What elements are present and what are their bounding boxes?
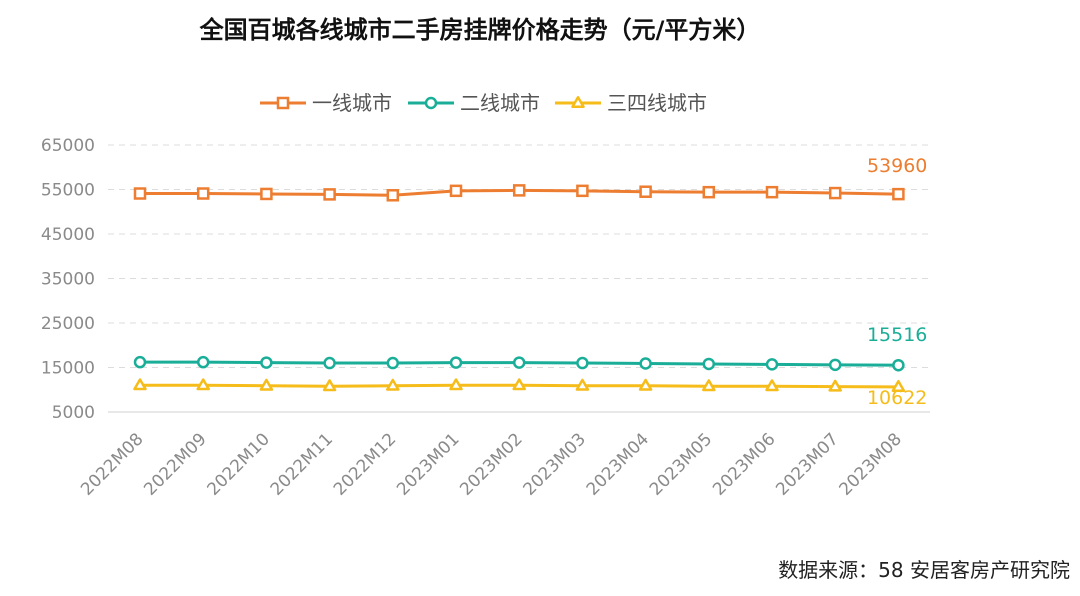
data-point xyxy=(512,378,526,391)
x-tick-label: 2023M02 xyxy=(456,429,526,499)
y-tick-label: 5000 xyxy=(52,403,95,423)
legend-label: 二线城市 xyxy=(460,91,540,115)
x-tick-label: 2022M10 xyxy=(204,429,274,499)
data-point xyxy=(892,187,905,201)
data-point xyxy=(765,358,779,371)
x-tick-label: 2022M09 xyxy=(140,429,210,499)
end-value-label: 53960 xyxy=(867,155,927,177)
data-point xyxy=(133,187,147,200)
data-point xyxy=(638,378,653,391)
data-point xyxy=(196,355,210,369)
data-point xyxy=(512,184,526,197)
y-tick-label: 25000 xyxy=(41,314,95,334)
data-point xyxy=(259,378,274,391)
data-point xyxy=(639,357,652,370)
x-tick-label: 2023M08 xyxy=(836,429,906,499)
data-point xyxy=(765,185,779,199)
x-tick-label: 2023M01 xyxy=(393,429,463,499)
source-note: 数据来源：58 安居客房产研究院 xyxy=(778,558,1070,582)
legend-label: 三四线城市 xyxy=(607,91,707,115)
legend-item: 二线城市 xyxy=(408,91,540,115)
series-layer: 53960 15516 10622 xyxy=(133,155,927,409)
data-point xyxy=(386,378,400,391)
series-3: 10622 xyxy=(133,378,927,409)
data-point xyxy=(386,356,400,370)
data-point xyxy=(322,379,337,392)
data-point xyxy=(323,356,336,370)
x-tick-label: 2023M04 xyxy=(583,429,653,499)
x-axis: 2022M082022M092022M102022M112022M122023M… xyxy=(77,429,906,499)
data-point xyxy=(449,184,463,198)
legend: 一线城市 二线城市 三四线城市 xyxy=(260,91,707,115)
data-point xyxy=(702,379,716,392)
data-point xyxy=(386,189,400,202)
data-point xyxy=(449,356,463,369)
data-point xyxy=(576,356,589,370)
data-point xyxy=(639,185,652,198)
y-tick-label: 15000 xyxy=(41,359,95,379)
data-point xyxy=(576,184,589,198)
data-point xyxy=(260,187,273,201)
data-point xyxy=(575,378,590,391)
data-point xyxy=(571,96,585,108)
data-point xyxy=(424,96,438,110)
chart-title: 全国百城各线城市二手房挂牌价格走势（元/平方米） xyxy=(199,16,761,44)
data-point xyxy=(765,379,779,392)
data-point xyxy=(828,186,842,200)
data-point xyxy=(892,358,905,372)
data-point xyxy=(133,355,147,369)
data-point xyxy=(276,96,290,110)
data-point xyxy=(449,378,463,391)
legend-item: 三四线城市 xyxy=(555,91,707,115)
data-point xyxy=(828,358,842,372)
x-tick-label: 2023M07 xyxy=(772,429,842,499)
x-tick-label: 2022M08 xyxy=(77,429,147,499)
y-tick-label: 45000 xyxy=(41,225,95,245)
end-value-label: 15516 xyxy=(867,324,927,346)
y-tick-label: 35000 xyxy=(41,270,95,290)
data-point xyxy=(133,378,147,391)
data-point xyxy=(891,379,906,392)
x-tick-label: 2022M11 xyxy=(267,429,337,499)
x-tick-label: 2022M12 xyxy=(330,429,400,499)
x-tick-label: 2023M05 xyxy=(646,429,716,499)
data-point xyxy=(702,185,716,199)
data-point xyxy=(196,378,210,391)
data-point xyxy=(196,187,210,200)
data-point xyxy=(828,379,842,392)
x-tick-label: 2023M06 xyxy=(709,429,779,499)
data-point xyxy=(260,356,273,369)
y-tick-label: 55000 xyxy=(41,181,95,201)
y-tick-label: 65000 xyxy=(41,136,95,156)
series-1: 53960 xyxy=(133,155,927,202)
data-point xyxy=(702,357,716,371)
legend-label: 一线城市 xyxy=(312,91,392,115)
end-value-label: 10622 xyxy=(867,387,927,409)
series-2: 15516 xyxy=(133,324,927,372)
data-point xyxy=(512,356,526,369)
data-point xyxy=(323,188,336,201)
y-axis: 5000 15000 25000 35000 45000 55000 65000 xyxy=(41,136,95,423)
legend-item: 一线城市 xyxy=(260,91,392,115)
x-tick-label: 2023M03 xyxy=(520,429,590,499)
